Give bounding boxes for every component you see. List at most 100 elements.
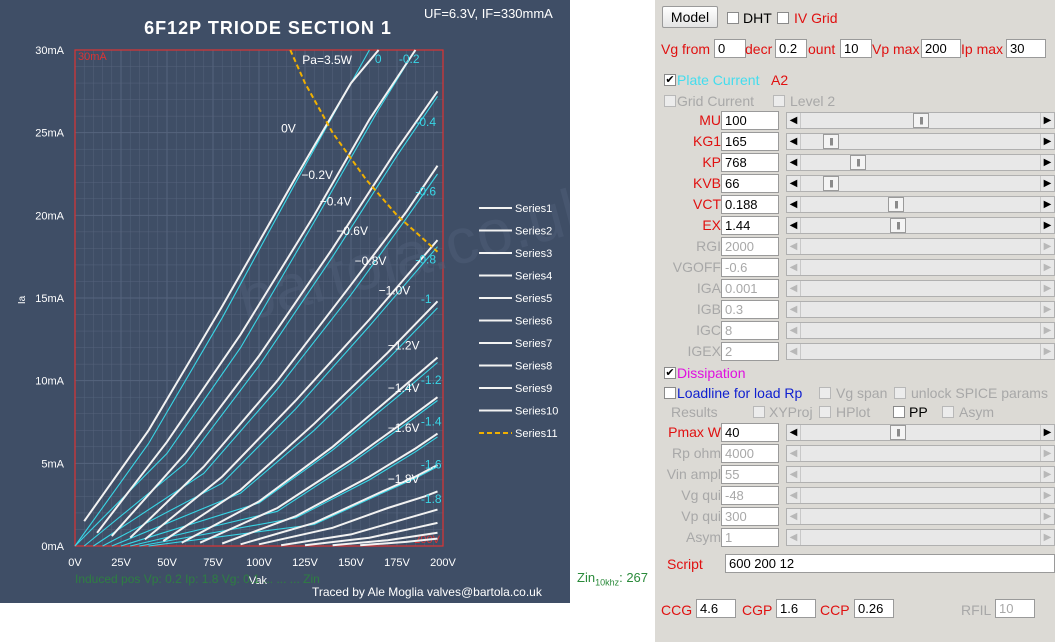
vp-qui-slider[interactable]: ◀ ▶ [786, 508, 1055, 525]
dissipation-checkbox[interactable]: ✔ [664, 367, 676, 379]
cgp-input[interactable] [776, 599, 816, 618]
igb-slider[interactable]: ◀ ▶ [786, 301, 1055, 318]
ccp-input[interactable] [854, 599, 894, 618]
scroll-left-arrow-icon[interactable]: ◀ [787, 239, 801, 254]
iga-slider[interactable]: ◀ ▶ [786, 280, 1055, 297]
scroll-left-arrow-icon[interactable]: ◀ [787, 425, 801, 440]
slider-thumb[interactable]: ||| [823, 176, 839, 191]
scroll-left-arrow-icon[interactable]: ◀ [787, 344, 801, 359]
scroll-left-arrow-icon[interactable]: ◀ [787, 530, 801, 545]
scroll-left-arrow-icon[interactable]: ◀ [787, 509, 801, 524]
vin-ampl-input[interactable] [721, 465, 779, 484]
scroll-left-arrow-icon[interactable]: ◀ [787, 134, 801, 149]
ex-slider[interactable]: ◀ ▶ ||| [786, 217, 1055, 234]
kg1-slider[interactable]: ◀ ▶ ||| [786, 133, 1055, 150]
scroll-right-arrow-icon[interactable]: ▶ [1040, 197, 1054, 212]
scroll-left-arrow-icon[interactable]: ◀ [787, 155, 801, 170]
rgi-slider[interactable]: ◀ ▶ [786, 238, 1055, 255]
kp-input[interactable] [721, 153, 779, 172]
vg-qui-slider[interactable]: ◀ ▶ [786, 487, 1055, 504]
hplot-checkbox[interactable] [819, 406, 831, 418]
unlock-spice-checkbox[interactable] [894, 387, 906, 399]
scroll-right-arrow-icon[interactable]: ▶ [1040, 155, 1054, 170]
scroll-left-arrow-icon[interactable]: ◀ [787, 302, 801, 317]
scroll-right-arrow-icon[interactable]: ▶ [1040, 302, 1054, 317]
scroll-right-arrow-icon[interactable]: ▶ [1040, 281, 1054, 296]
scroll-right-arrow-icon[interactable]: ▶ [1040, 446, 1054, 461]
asym-checkbox[interactable] [942, 406, 954, 418]
iv-grid-checkbox[interactable] [777, 12, 789, 24]
slider-thumb[interactable]: ||| [888, 197, 904, 212]
grid-current-checkbox[interactable] [664, 95, 676, 107]
vct-input[interactable] [721, 195, 779, 214]
kg1-input[interactable] [721, 132, 779, 151]
scroll-left-arrow-icon[interactable]: ◀ [787, 488, 801, 503]
scroll-right-arrow-icon[interactable]: ▶ [1040, 323, 1054, 338]
mu-input[interactable] [721, 111, 779, 130]
scroll-left-arrow-icon[interactable]: ◀ [787, 176, 801, 191]
slider-thumb[interactable]: ||| [913, 113, 929, 128]
count-input[interactable] [840, 39, 872, 58]
scroll-left-arrow-icon[interactable]: ◀ [787, 218, 801, 233]
vp-qui-input[interactable] [721, 507, 779, 526]
xyproj-checkbox[interactable] [753, 406, 765, 418]
scroll-right-arrow-icon[interactable]: ▶ [1040, 530, 1054, 545]
kvb-input[interactable] [721, 174, 779, 193]
scroll-right-arrow-icon[interactable]: ▶ [1040, 488, 1054, 503]
scroll-right-arrow-icon[interactable]: ▶ [1040, 239, 1054, 254]
scroll-right-arrow-icon[interactable]: ▶ [1040, 260, 1054, 275]
slider-thumb[interactable]: ||| [890, 218, 906, 233]
scroll-right-arrow-icon[interactable]: ▶ [1040, 176, 1054, 191]
level-2-checkbox[interactable] [773, 95, 785, 107]
scroll-left-arrow-icon[interactable]: ◀ [787, 260, 801, 275]
iga-input[interactable] [721, 279, 779, 298]
pmax-w-input[interactable] [721, 423, 779, 442]
igex-input[interactable] [721, 342, 779, 361]
pmax-w-slider[interactable]: ◀ ▶ ||| [786, 424, 1055, 441]
slider-thumb[interactable]: ||| [823, 134, 839, 149]
plate-current-checkbox[interactable]: ✔ [664, 74, 676, 86]
vp-max-input[interactable] [921, 39, 961, 58]
scroll-right-arrow-icon[interactable]: ▶ [1040, 134, 1054, 149]
asym-input[interactable] [721, 528, 779, 547]
rp-ohm-input[interactable] [721, 444, 779, 463]
slider-thumb[interactable]: ||| [850, 155, 866, 170]
mu-slider[interactable]: ◀ ▶ ||| [786, 112, 1055, 129]
igc-input[interactable] [721, 321, 779, 340]
scroll-right-arrow-icon[interactable]: ▶ [1040, 113, 1054, 128]
vct-slider[interactable]: ◀ ▶ ||| [786, 196, 1055, 213]
rgi-input[interactable] [721, 237, 779, 256]
scroll-right-arrow-icon[interactable]: ▶ [1040, 467, 1054, 482]
model-button[interactable]: Model [662, 6, 718, 28]
igex-slider[interactable]: ◀ ▶ [786, 343, 1055, 360]
decr-input[interactable] [775, 39, 807, 58]
ex-input[interactable] [721, 216, 779, 235]
kvb-slider[interactable]: ◀ ▶ ||| [786, 175, 1055, 192]
ip-max-input[interactable] [1006, 39, 1046, 58]
scroll-left-arrow-icon[interactable]: ◀ [787, 281, 801, 296]
vg-from-input[interactable] [714, 39, 746, 58]
vg-qui-input[interactable] [721, 486, 779, 505]
rp-ohm-slider[interactable]: ◀ ▶ [786, 445, 1055, 462]
vgoff-slider[interactable]: ◀ ▶ [786, 259, 1055, 276]
kp-slider[interactable]: ◀ ▶ ||| [786, 154, 1055, 171]
rfil-input[interactable] [995, 599, 1035, 618]
scroll-right-arrow-icon[interactable]: ▶ [1040, 218, 1054, 233]
vin-ampl-slider[interactable]: ◀ ▶ [786, 466, 1055, 483]
dht-checkbox[interactable] [727, 12, 739, 24]
asym-slider[interactable]: ◀ ▶ [786, 529, 1055, 546]
igc-slider[interactable]: ◀ ▶ [786, 322, 1055, 339]
loadline-checkbox[interactable] [664, 387, 676, 399]
scroll-left-arrow-icon[interactable]: ◀ [787, 446, 801, 461]
script-input[interactable] [725, 554, 1055, 573]
scroll-left-arrow-icon[interactable]: ◀ [787, 323, 801, 338]
vgoff-input[interactable] [721, 258, 779, 277]
ccg-input[interactable] [696, 599, 736, 618]
pp-checkbox[interactable] [893, 406, 905, 418]
igb-input[interactable] [721, 300, 779, 319]
scroll-right-arrow-icon[interactable]: ▶ [1040, 509, 1054, 524]
slider-thumb[interactable]: ||| [890, 425, 906, 440]
vg-span-checkbox[interactable] [819, 387, 831, 399]
scroll-left-arrow-icon[interactable]: ◀ [787, 197, 801, 212]
scroll-right-arrow-icon[interactable]: ▶ [1040, 425, 1054, 440]
